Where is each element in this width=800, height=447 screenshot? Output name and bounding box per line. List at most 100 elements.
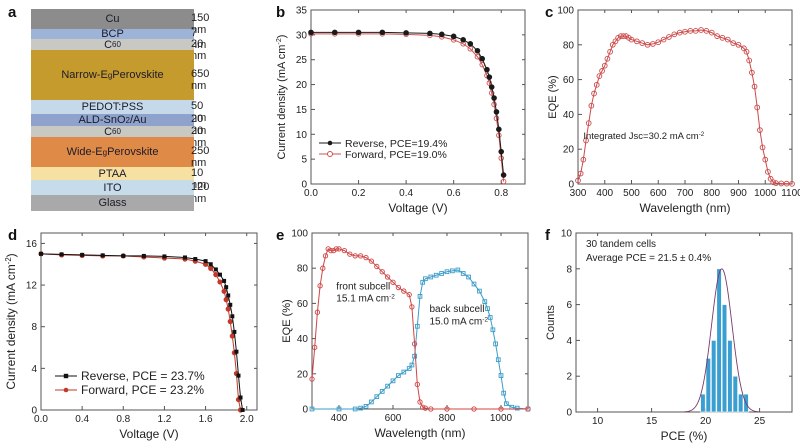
back-subcell-point xyxy=(336,406,342,412)
y-axis-label: Current density (mA cm-2) xyxy=(275,35,288,160)
back-subcell-point xyxy=(487,315,493,320)
back-subcell-point xyxy=(490,327,496,333)
reverse-point xyxy=(450,33,457,40)
front-subcell-point xyxy=(317,283,323,289)
eqe-point xyxy=(730,40,737,46)
x-tick-label: 20 xyxy=(700,416,712,427)
back-subcell-point xyxy=(455,267,461,273)
front-subcell-point xyxy=(333,246,339,252)
forward-legend-label: Forward, PCE=19.0% xyxy=(345,149,447,161)
front-subcell-point xyxy=(322,253,329,259)
layer-thickness: 20 nm xyxy=(191,37,207,62)
layer-thickness: 50 nm xyxy=(191,100,207,124)
reverse-point xyxy=(234,349,239,354)
y-tick-label: 0 xyxy=(566,408,572,419)
reverse-point xyxy=(486,74,493,80)
x-tick-label: 800 xyxy=(703,188,720,199)
eqe-point xyxy=(770,179,777,186)
eqe-point xyxy=(740,45,747,52)
y-tick-label: 0 xyxy=(568,180,574,191)
eqe-point xyxy=(743,48,750,55)
x-tick-label: 400 xyxy=(331,413,348,424)
back-subcell-label: back subcell xyxy=(429,304,484,315)
reverse-point xyxy=(230,314,235,319)
reverse-point xyxy=(355,29,362,36)
back-subcell-point xyxy=(485,306,490,312)
x-tick-label: 600 xyxy=(385,413,402,424)
front-subcell-point xyxy=(420,404,426,410)
reverse-point xyxy=(500,172,507,178)
front-subcell-point xyxy=(357,253,364,259)
layer-narrow-eg-perovskite: Narrow-E g Perovskite xyxy=(31,50,194,100)
x-tick-label: 15 xyxy=(646,416,658,427)
reverse-point xyxy=(208,262,213,267)
histogram-bar xyxy=(732,375,738,413)
back-subcell-point xyxy=(409,362,415,368)
eqe-point xyxy=(591,90,597,97)
layer-thickness: 7 nm xyxy=(191,27,207,51)
panel-label-a: a xyxy=(8,4,17,21)
count-annotation: 30 tandem cells xyxy=(586,239,656,250)
back-subcell-point xyxy=(428,274,434,280)
eqe-point xyxy=(724,36,731,43)
panel-label-d: d xyxy=(8,227,18,244)
reverse-point xyxy=(460,37,466,43)
reverse-point xyxy=(240,408,245,412)
chart-f: 10 15 20 25 0 2 4 6 8 10 PCE (%) Counts 30 tandem ce… xyxy=(545,229,793,443)
reverse-point xyxy=(141,253,146,258)
front-subcell-point xyxy=(498,406,504,412)
eqe-point xyxy=(644,41,651,48)
back-subcell-point xyxy=(477,288,482,294)
layer-c60: C 60 xyxy=(31,39,194,51)
x-tick-label: 1100 xyxy=(781,188,800,199)
front-subcell-point xyxy=(368,258,375,264)
y-tick-label: 8 xyxy=(566,264,572,275)
y-tick-label: 40 xyxy=(563,110,575,121)
front-subcell-point xyxy=(314,309,321,315)
reverse-point xyxy=(203,259,208,264)
reverse-point xyxy=(217,272,222,277)
x-tick-label: 0.4 xyxy=(399,188,413,199)
back-subcell-point xyxy=(466,274,471,280)
reverse-point xyxy=(232,329,237,334)
y-axis-label: EQE (%) xyxy=(547,75,559,118)
eqe-point xyxy=(577,170,584,177)
eqe-point xyxy=(773,180,779,186)
x-tick-label: 0.0 xyxy=(34,414,48,425)
back-subcell-point xyxy=(504,401,509,407)
x-tick-label: 1000 xyxy=(754,188,777,199)
front-subcell-point xyxy=(444,406,450,412)
forward-point xyxy=(486,80,493,86)
y-tick-label: 16 xyxy=(26,239,38,250)
eqe-point xyxy=(751,83,758,90)
front-subcell-point xyxy=(411,341,418,347)
histogram-bar xyxy=(738,393,744,413)
reverse-point xyxy=(484,66,490,73)
y-tick-label: 20 xyxy=(296,80,308,91)
x-tick-label: 0.2 xyxy=(352,188,366,199)
eqe-point xyxy=(719,34,726,41)
x-tick-label: 0.4 xyxy=(75,414,89,425)
reverse-point xyxy=(498,148,505,155)
back-subcell-point xyxy=(358,405,363,411)
forward-point xyxy=(208,265,214,271)
front-subcell-point xyxy=(341,247,348,254)
layer-glass: Glass xyxy=(31,195,194,211)
histogram-bar xyxy=(721,304,728,413)
eqe-point xyxy=(692,28,699,34)
reverse-legend-label: Reverse, PCE = 23.7% xyxy=(81,369,205,383)
layer-ptaa: PTAA xyxy=(31,167,194,180)
forward-point xyxy=(221,288,227,294)
layer-pedot-pss: PEDOT:PSS xyxy=(31,100,194,114)
back-subcell-point xyxy=(471,281,477,287)
back-subcell-point xyxy=(401,369,407,375)
chart-b: 0.0 0.2 0.4 0.6 0.8 0 5 10 15 20 25 30 35 Voltage (V)… xyxy=(275,6,526,215)
front-subcell-point xyxy=(471,406,477,412)
back-subcell-point xyxy=(406,366,412,371)
front-subcell-point xyxy=(328,247,334,254)
eqe-point xyxy=(650,41,656,47)
front-subcell-point xyxy=(395,284,402,291)
eqe-point xyxy=(762,156,769,163)
y-tick-label: 100 xyxy=(291,229,308,240)
front-subcell-point xyxy=(336,246,342,252)
